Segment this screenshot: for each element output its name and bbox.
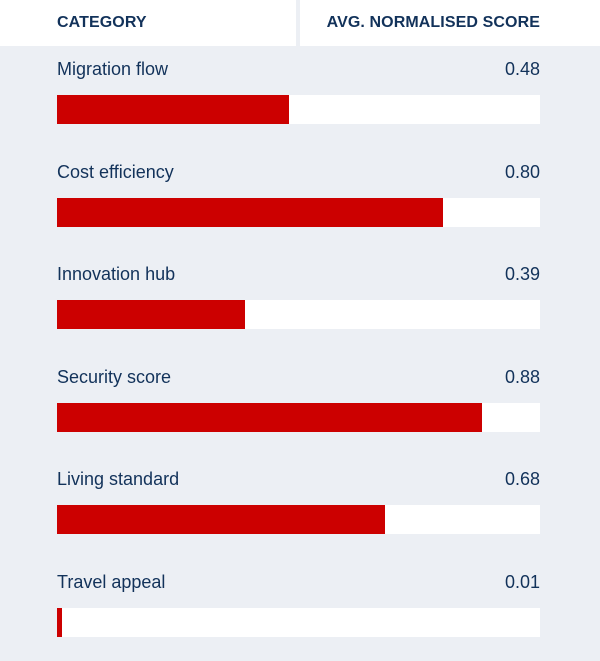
bar [57,198,443,227]
bar [57,95,289,124]
category-column-header: CATEGORY [57,14,147,32]
bar [57,608,62,637]
category-label: Cost efficiency [57,162,174,183]
bar [57,403,482,432]
value-label: 0.48 [505,59,540,80]
category-label: Security score [57,367,171,388]
category-label: Innovation hub [57,264,175,285]
bar-row: Migration flow 0.48 [0,46,600,149]
bar-row: Cost efficiency 0.80 [0,149,600,252]
bar [57,505,385,534]
bar [57,300,245,329]
table-header: CATEGORY AVG. NORMALISED SCORE [0,0,600,46]
bar-track [57,198,540,227]
bar-row: Security score 0.88 [0,354,600,457]
bar-row: Living standard 0.68 [0,456,600,559]
category-label: Travel appeal [57,572,165,593]
bar-track [57,505,540,534]
bar-track [57,403,540,432]
value-label: 0.39 [505,264,540,285]
score-column-header: AVG. NORMALISED SCORE [327,14,540,32]
chart-rows: Migration flow 0.48 Cost efficiency 0.80 Inn… [0,46,600,661]
category-label: Living standard [57,469,179,490]
value-label: 0.88 [505,367,540,388]
value-label: 0.01 [505,572,540,593]
bar-row: Innovation hub 0.39 [0,251,600,354]
value-label: 0.68 [505,469,540,490]
bar-row: Travel appeal 0.01 [0,559,600,661]
value-label: 0.80 [505,162,540,183]
bar-track [57,300,540,329]
header-divider [296,0,300,46]
category-label: Migration flow [57,59,168,80]
bar-track [57,95,540,124]
bar-track [57,608,540,637]
